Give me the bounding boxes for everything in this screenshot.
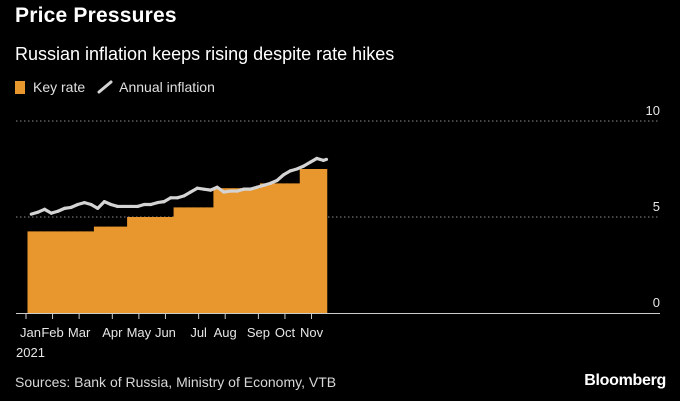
key-rate-bar	[220, 188, 228, 313]
key-rate-bar	[67, 231, 75, 313]
key-rate-bar	[299, 169, 308, 313]
key-rate-bar	[34, 231, 42, 313]
key-rate-bar	[206, 207, 215, 313]
chart-title: Price Pressures	[15, 4, 177, 27]
key-rate-bar	[186, 207, 195, 313]
key-rate-bar	[54, 231, 62, 313]
x-tick-label: Aug	[214, 325, 237, 340]
key-rate-bar	[319, 169, 328, 313]
key-rate-bar	[233, 188, 241, 313]
key-rate-bar	[147, 217, 155, 313]
key-rate-bar	[180, 207, 188, 313]
legend-label-key-rate: Key rate	[33, 79, 86, 95]
x-tick-label: Sep	[247, 325, 270, 340]
key-rate-bar	[279, 183, 288, 313]
key-rate-bar	[226, 188, 235, 313]
x-tick-label: May	[127, 325, 152, 340]
key-rate-bar	[259, 183, 268, 313]
key-rate-bar	[80, 231, 89, 313]
legend-item-key-rate: Key rate	[15, 79, 85, 95]
key-rate-bar	[120, 226, 129, 313]
key-rate-bar	[73, 231, 82, 313]
key-rate-bar	[273, 183, 281, 313]
legend-item-inflation: Annual inflation	[97, 79, 215, 95]
key-rate-bar	[166, 217, 175, 313]
key-rate-bar	[27, 231, 36, 313]
key-rate-bar	[246, 188, 255, 313]
key-rate-bar	[100, 226, 109, 313]
inflation-swatch	[97, 80, 113, 94]
key-rate-bar	[286, 183, 295, 313]
x-tick-label: Jul	[190, 325, 207, 340]
key-rate-bar	[60, 231, 69, 313]
key-rate-bar	[293, 183, 301, 313]
key-rate-bar	[173, 207, 182, 313]
grid-layer: 0 5 10	[16, 103, 660, 310]
key-rate-bar	[93, 226, 102, 313]
key-rate-bar	[193, 207, 202, 313]
key-rate-bar	[113, 226, 122, 313]
key-rate-bar	[107, 226, 115, 313]
x-tick-label: Jan	[20, 325, 41, 340]
key-rate-bar	[213, 188, 222, 313]
key-rate-bar	[266, 183, 275, 313]
legend-label-inflation: Annual inflation	[119, 79, 215, 95]
key-rate-bar	[87, 231, 95, 313]
key-rate-bar	[127, 217, 135, 313]
y-tick-label-0: 0	[653, 295, 660, 310]
chart-subtitle: Russian inflation keeps rising despite r…	[15, 44, 395, 64]
key-rate-bar	[47, 231, 56, 313]
x-tick-label: Apr	[102, 325, 123, 340]
x-tick-label: Nov	[300, 325, 324, 340]
key-rate-bar	[200, 207, 208, 313]
key-rate-bar	[153, 217, 162, 313]
bloomberg-logo: Bloomberg	[584, 372, 666, 389]
x-tick-label: Feb	[41, 325, 63, 340]
x-tick-label: Jun	[155, 325, 176, 340]
legend: Key rate Annual inflation	[15, 79, 227, 95]
x-tick-label: Mar	[68, 325, 91, 340]
key-rate-bar	[313, 169, 321, 313]
key-rate-swatch	[15, 80, 25, 94]
y-tick-label-10: 10	[646, 103, 660, 118]
source-note: Sources: Bank of Russia, Ministry of Eco…	[15, 374, 337, 390]
line-layer	[29, 156, 329, 216]
key-rate-bar	[306, 169, 314, 313]
key-rate-bar	[239, 188, 248, 313]
key-rate-bar	[253, 188, 261, 313]
key-rate-bar	[40, 231, 49, 313]
key-rate-bar	[160, 217, 168, 313]
axis-layer: Jan Feb Mar Apr May Jun Jul Aug Sep Oct Nov 2021	[16, 313, 660, 360]
x-tick-label: Oct	[275, 325, 296, 340]
x-year-label: 2021	[16, 345, 45, 360]
y-tick-label-5: 5	[653, 199, 660, 214]
key-rate-bar	[140, 217, 148, 313]
inflation-line-segment	[321, 157, 329, 162]
bar-layer	[27, 169, 328, 313]
key-rate-bar	[133, 217, 142, 313]
